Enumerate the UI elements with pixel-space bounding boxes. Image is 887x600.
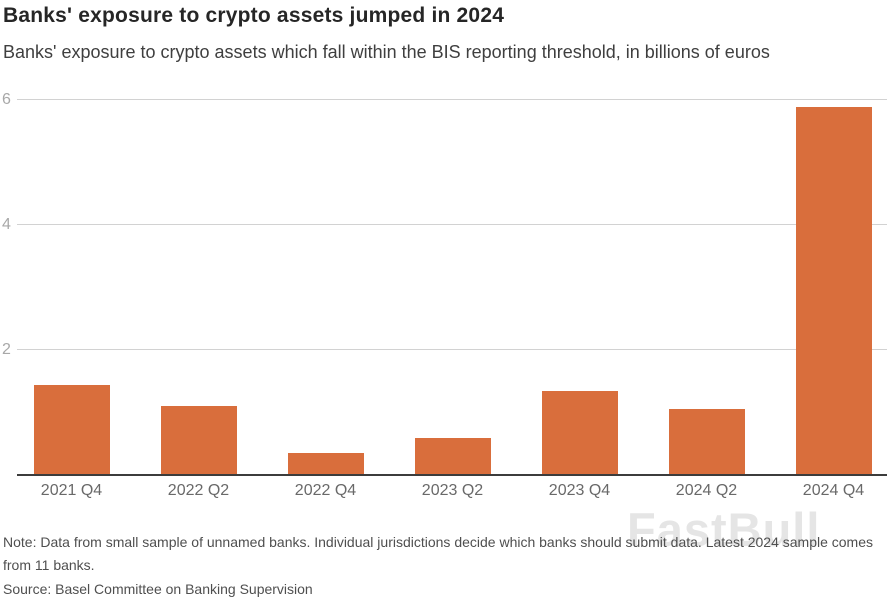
- chart-title: Banks' exposure to crypto assets jumped …: [3, 4, 505, 27]
- gridline: [17, 224, 887, 226]
- x-axis-tick-label: 2022 Q2: [167, 482, 230, 499]
- x-axis-tick-label: 2023 Q4: [548, 482, 611, 499]
- bars-layer: [8, 88, 887, 475]
- bar-2023-q2: [414, 437, 491, 475]
- x-axis-tick-label: 2023 Q2: [421, 482, 484, 499]
- bar-2022-q2: [160, 406, 237, 475]
- bar-2021-q4: [33, 384, 110, 475]
- x-axis-tick-label: 2024 Q2: [675, 482, 738, 499]
- note-text: Note: Data from small sample of unnamed …: [3, 534, 874, 573]
- bar-2022-q4: [287, 453, 364, 475]
- gridline: [17, 349, 887, 351]
- bar-slot: [135, 88, 262, 475]
- bar-2024-q4: [795, 106, 872, 475]
- bar-slot: [516, 88, 643, 475]
- y-axis-tick-label: 4: [2, 216, 11, 234]
- bar-slot: [262, 88, 389, 475]
- x-axis-line: [17, 474, 887, 476]
- gridline: [17, 99, 887, 101]
- x-axis-labels: 2021 Q4 2022 Q2 2022 Q4 2023 Q2 2023 Q4 2024 …: [8, 482, 887, 500]
- bar-slot: [8, 88, 135, 475]
- plot-area: 2 4 6: [0, 88, 887, 476]
- bar-slot: [770, 88, 887, 475]
- y-axis-tick-label: 6: [2, 91, 11, 109]
- bar-slot: [389, 88, 516, 475]
- chart-subtitle: Banks' exposure to crypto assets which f…: [3, 42, 770, 62]
- bar-2024-q2: [668, 409, 745, 475]
- bar-2023-q4: [541, 390, 618, 475]
- bar-slot: [643, 88, 770, 475]
- x-axis-tick-label: 2024 Q4: [802, 482, 865, 499]
- x-axis-tick-label: 2022 Q4: [294, 482, 357, 499]
- source-text: Source: Basel Committee on Banking Super…: [3, 581, 313, 597]
- x-axis-tick-label: 2021 Q4: [40, 482, 103, 499]
- y-axis-tick-label: 2: [2, 341, 11, 359]
